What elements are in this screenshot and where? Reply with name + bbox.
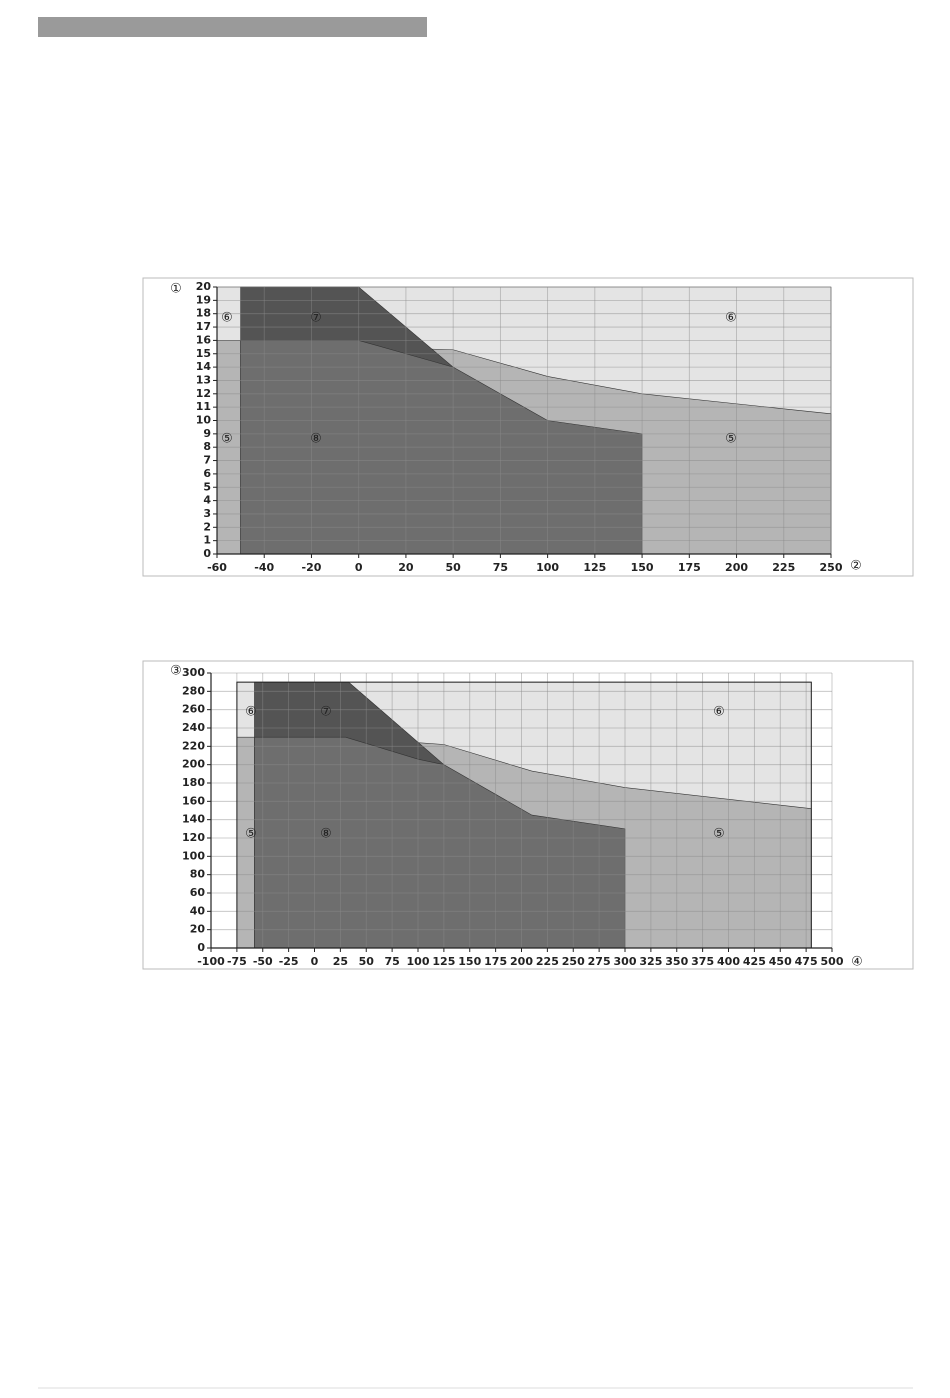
y-tick-label: 10 (196, 414, 212, 427)
chart-frame (142, 660, 914, 970)
x-tick-label: 150 (458, 955, 481, 968)
y-axis-label: ① (170, 282, 182, 297)
y-tick-label: 19 (196, 293, 211, 306)
x-tick-label: 0 (311, 955, 319, 968)
x-tick-label: -40 (254, 561, 274, 574)
x-tick-label: 75 (384, 955, 399, 968)
y-tick-label: 5 (203, 480, 211, 493)
y-tick-label: 18 (196, 307, 211, 320)
x-tick-label: -20 (302, 561, 322, 574)
region-label: ⑦ (310, 311, 322, 326)
y-tick-label: 180 (182, 776, 205, 789)
region-label: ⑥ (725, 311, 737, 326)
y-tick-label: 12 (196, 387, 211, 400)
x-tick-label: 350 (665, 955, 688, 968)
y-tick-label: 8 (203, 440, 211, 453)
x-tick-label: 100 (407, 955, 430, 968)
x-tick-label: 150 (631, 561, 654, 574)
region-label: ⑥ (245, 705, 257, 720)
region-label: ⑤ (221, 432, 233, 447)
y-axis-label: ③ (170, 664, 182, 679)
region-label: ⑥ (221, 311, 233, 326)
y-tick-label: 0 (203, 547, 211, 560)
x-tick-label: 475 (795, 955, 818, 968)
y-tick-label: 260 (182, 703, 205, 716)
y-tick-label: 40 (190, 904, 206, 917)
y-tick-label: 20 (196, 280, 212, 293)
x-tick-label: 25 (333, 955, 348, 968)
y-tick-label: 15 (196, 347, 211, 360)
x-axis-label: ④ (851, 955, 863, 970)
x-tick-label: 300 (614, 955, 637, 968)
x-tick-label: 20 (398, 561, 414, 574)
x-tick-label: 125 (432, 955, 455, 968)
y-tick-label: 20 (190, 923, 206, 936)
x-tick-label: 75 (493, 561, 508, 574)
region-label: ⑤ (713, 827, 725, 842)
x-tick-label: 250 (820, 561, 843, 574)
y-tick-label: 16 (196, 333, 212, 346)
y-tick-label: 220 (182, 739, 205, 752)
x-tick-label: -60 (207, 561, 227, 574)
region-label: ⑤ (245, 827, 257, 842)
x-tick-label: 125 (583, 561, 606, 574)
y-tick-label: 80 (190, 868, 206, 881)
y-tick-label: 13 (196, 373, 211, 386)
x-axis-label: ② (850, 559, 862, 574)
y-tick-label: 140 (182, 813, 205, 826)
x-tick-label: 250 (562, 955, 585, 968)
x-tick-label: 50 (359, 955, 375, 968)
y-tick-label: 3 (203, 507, 211, 520)
y-tick-label: 300 (182, 666, 205, 679)
x-tick-label: 225 (772, 561, 795, 574)
x-tick-label: 50 (445, 561, 461, 574)
y-tick-label: 100 (182, 849, 205, 862)
x-tick-label: 100 (536, 561, 559, 574)
y-tick-label: 240 (182, 721, 205, 734)
region-label: ⑤ (725, 432, 737, 447)
region-label: ⑦ (320, 705, 332, 720)
x-tick-label: -25 (279, 955, 299, 968)
y-tick-label: 60 (190, 886, 206, 899)
x-tick-label: 425 (743, 955, 766, 968)
region-label: ⑧ (310, 432, 322, 447)
chart-frame (142, 277, 914, 577)
x-tick-label: 325 (639, 955, 662, 968)
x-tick-label: 175 (678, 561, 701, 574)
x-tick-label: 400 (717, 955, 740, 968)
y-tick-label: 2 (203, 520, 211, 533)
y-tick-label: 4 (203, 494, 211, 507)
x-tick-label: 175 (484, 955, 507, 968)
y-tick-label: 14 (196, 360, 212, 373)
region-label: ⑧ (320, 827, 332, 842)
x-tick-label: 200 (510, 955, 533, 968)
x-tick-label: -100 (197, 955, 225, 968)
x-tick-label: -75 (227, 955, 247, 968)
x-tick-label: 225 (536, 955, 559, 968)
y-tick-label: 1 (203, 534, 211, 547)
x-tick-label: 500 (821, 955, 844, 968)
region-label: ⑥ (713, 705, 725, 720)
y-tick-label: 7 (203, 454, 211, 467)
y-tick-label: 11 (196, 400, 211, 413)
x-tick-label: 450 (769, 955, 792, 968)
y-tick-label: 17 (196, 320, 211, 333)
x-tick-label: 375 (691, 955, 714, 968)
y-tick-label: 160 (182, 794, 205, 807)
x-tick-label: 0 (355, 561, 363, 574)
x-tick-label: -50 (253, 955, 273, 968)
y-tick-label: 9 (203, 427, 211, 440)
x-tick-label: 275 (588, 955, 611, 968)
y-tick-label: 280 (182, 684, 205, 697)
header-bar (38, 17, 427, 37)
y-tick-label: 200 (182, 758, 205, 771)
y-tick-label: 0 (197, 941, 205, 954)
x-tick-label: 200 (725, 561, 748, 574)
y-tick-label: 120 (182, 831, 205, 844)
y-tick-label: 6 (203, 467, 211, 480)
